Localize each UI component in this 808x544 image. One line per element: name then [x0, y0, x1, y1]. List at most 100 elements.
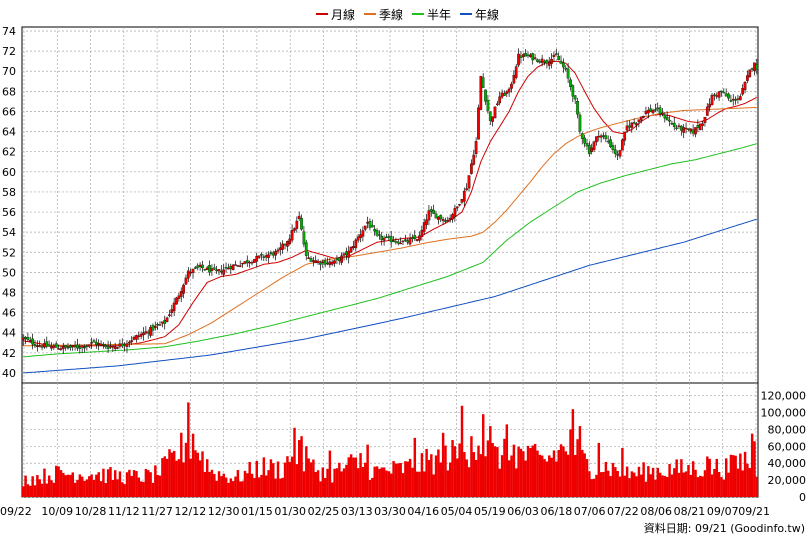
- volume-bar: [361, 466, 365, 497]
- x-tick-label: 11/12: [108, 505, 140, 518]
- x-tick-label: 11/27: [141, 505, 173, 518]
- volume-bar: [279, 478, 282, 497]
- volume-bar: [154, 465, 157, 497]
- volume-bar: [578, 426, 582, 497]
- volume-bar: [106, 469, 110, 497]
- candle: [333, 259, 336, 267]
- volume-bar: [477, 445, 480, 497]
- candle: [455, 206, 459, 212]
- volume-bar: [682, 472, 685, 497]
- x-tick-label: 01/15: [241, 505, 273, 518]
- ma-line: [23, 107, 757, 347]
- volume-bar: [323, 478, 327, 497]
- volume-bar: [470, 436, 473, 497]
- candle: [356, 234, 360, 243]
- volume-bar: [614, 467, 617, 497]
- candle: [78, 343, 82, 354]
- candle: [422, 218, 426, 235]
- x-tick-label: 05/04: [441, 505, 473, 518]
- volume-bar: [38, 479, 41, 497]
- candle: [727, 92, 730, 101]
- candle: [182, 283, 185, 299]
- volume-tick-label: 60,000: [768, 440, 807, 453]
- volume-bar: [503, 438, 506, 497]
- volume-bar: [349, 454, 353, 497]
- volume-bar: [576, 439, 579, 497]
- volume-bar: [345, 464, 348, 497]
- volume-bar: [446, 470, 450, 497]
- volume-bar: [24, 475, 27, 497]
- volume-bar: [231, 481, 235, 497]
- volume-bar: [607, 470, 610, 497]
- volume-bar: [625, 466, 629, 497]
- candle: [613, 144, 617, 158]
- volume-bar: [356, 468, 360, 497]
- candle: [694, 127, 697, 138]
- volume-bar: [496, 447, 499, 497]
- volume-bar: [47, 475, 51, 497]
- candle: [316, 258, 320, 265]
- candle: [378, 230, 381, 240]
- candle: [746, 70, 749, 84]
- volume-bar: [555, 461, 558, 497]
- volume-bar: [637, 466, 641, 497]
- x-tick-label: 06/03: [507, 505, 539, 518]
- volume-bar: [736, 468, 740, 497]
- volume-bar: [486, 440, 490, 497]
- candle: [665, 111, 669, 121]
- volume-bar: [328, 450, 332, 497]
- volume-bar: [234, 476, 237, 497]
- volume-bar: [373, 466, 376, 497]
- candle: [495, 100, 499, 107]
- y-tick-label: 58: [2, 186, 16, 199]
- candle: [623, 131, 627, 146]
- volume-bar: [463, 451, 466, 497]
- volume-bar: [99, 481, 103, 497]
- candle: [319, 260, 322, 271]
- x-tick-label: 09/21: [738, 505, 770, 518]
- volume-y-axis: 0 20,000 40,000 60,000 80,000 100,000 120,000: [761, 390, 807, 504]
- volume-bar: [401, 473, 405, 497]
- candle: [217, 269, 221, 276]
- candle: [618, 149, 622, 159]
- candle: [288, 234, 292, 246]
- volume-bar: [220, 476, 223, 497]
- volume-bar: [165, 458, 169, 497]
- volume-bar: [290, 456, 294, 497]
- legend-item: 季線: [364, 7, 403, 22]
- volume-bar: [489, 426, 492, 497]
- volume-bar: [307, 458, 310, 497]
- volume-bar: [267, 470, 270, 497]
- candle: [576, 97, 579, 119]
- volume-bar: [677, 472, 681, 497]
- candle: [748, 69, 752, 78]
- volume-bar: [293, 427, 296, 497]
- volume-bar: [651, 467, 655, 497]
- y-tick-label: 50: [2, 266, 16, 279]
- candle: [234, 260, 237, 266]
- candle: [172, 297, 176, 316]
- volume-bar: [71, 472, 74, 497]
- volume-bar: [413, 437, 417, 497]
- volume-bar: [364, 462, 367, 497]
- candle: [562, 58, 565, 73]
- volume-bar: [465, 459, 468, 497]
- volume-bar: [491, 443, 494, 497]
- candle: [580, 132, 584, 145]
- candle: [505, 90, 509, 98]
- candle: [592, 140, 596, 153]
- candle: [212, 263, 216, 271]
- volume-bar: [172, 450, 176, 497]
- volume-bar: [88, 476, 91, 497]
- volume-bar: [755, 476, 759, 497]
- volume-bar: [215, 480, 218, 497]
- volume-bar: [616, 470, 619, 497]
- legend-item: 半年: [412, 8, 451, 22]
- candle: [583, 134, 586, 148]
- candle: [540, 54, 544, 67]
- volume-bar: [321, 467, 325, 497]
- volume-bar: [29, 485, 32, 497]
- volume-bar: [111, 479, 115, 497]
- candle: [363, 225, 367, 232]
- volume-bar: [375, 466, 379, 497]
